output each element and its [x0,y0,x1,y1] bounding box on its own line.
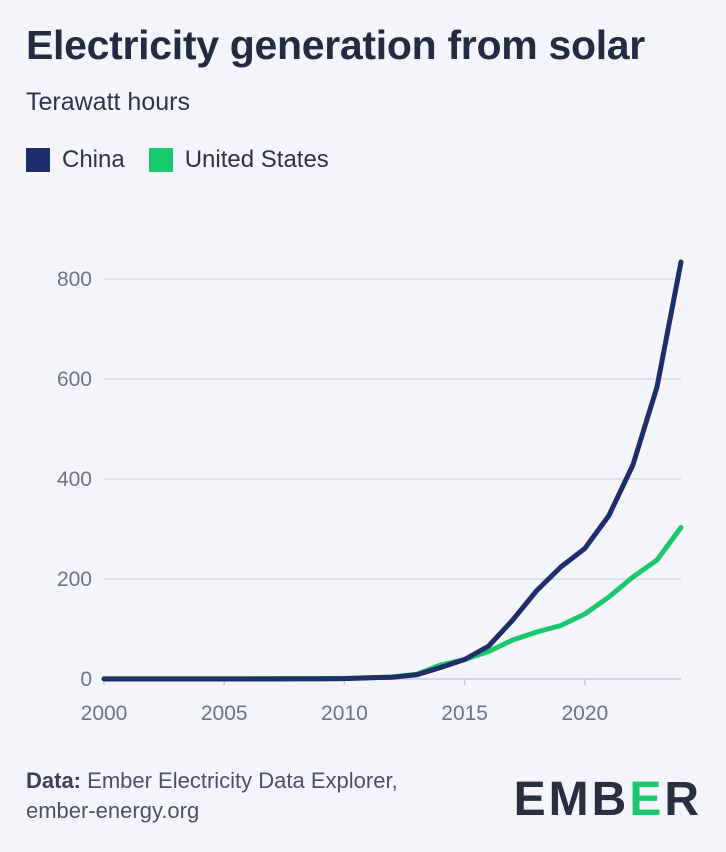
y-tick-label-600: 600 [57,368,92,391]
legend: China United States [26,146,329,174]
x-tick-label-2020: 2020 [561,702,608,725]
footer-source-line2: ember-energy.org [26,798,200,823]
footer-source-line1: Ember Electricity Data Explorer, [87,768,398,793]
legend-label-china: China [62,146,125,173]
legend-label-united-states: United States [184,146,329,173]
legend-swatch-china [26,148,50,172]
x-tick-label-2010: 2010 [321,702,368,725]
legend-item-united-states: United States [148,146,329,174]
footer-source: Data: Ember Electricity Data Explorer, e… [26,766,398,826]
series-line-china [101,259,684,682]
x-tick-label-2015: 2015 [441,702,488,725]
logo-text-suffix: R [664,773,702,826]
logo-text-prefix: EMB [513,773,630,826]
ember-logo: EMBER [514,772,702,827]
y-tick-label-400: 400 [57,468,92,491]
y-tick-label-800: 800 [57,268,92,291]
x-tick-label-2000: 2000 [81,702,128,725]
line-chart: 0 200 400 600 800 2000 2005 2010 2015 2020 [57,259,684,725]
logo-text-accent: E [629,773,665,826]
footer-data-label: Data: [26,768,82,793]
y-tick-label-200: 200 [57,568,92,591]
legend-item-china: China [26,146,125,174]
chart-subtitle: Terawatt hours [26,88,190,116]
chart-title: Electricity generation from solar [26,22,645,68]
series-line-united-states [101,525,684,682]
x-tick-label-2005: 2005 [201,702,248,725]
legend-swatch-united-states [148,148,173,172]
y-tick-label-0: 0 [80,668,92,691]
